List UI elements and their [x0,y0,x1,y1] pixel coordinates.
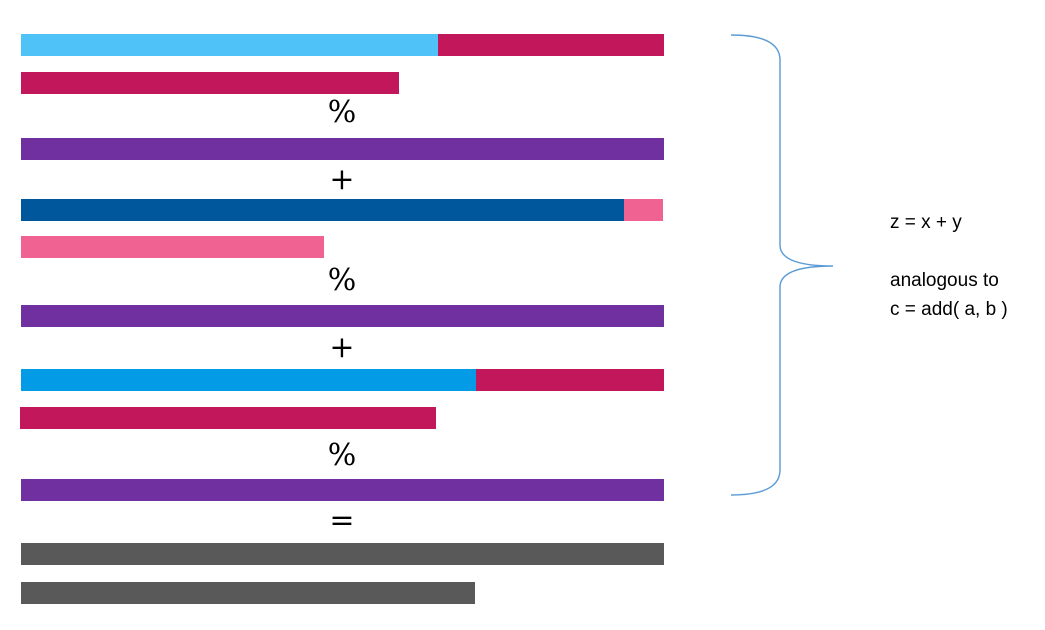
z-result-bar [21,479,664,501]
modulo-operator: % [327,263,357,298]
z-array-bar [21,369,664,391]
z-array-segment-1 [21,369,477,391]
x-array-segment-2 [437,34,664,56]
modulus-segment-1 [21,236,324,258]
equals-operator: = [329,503,355,538]
y-array-segment-2 [624,199,663,221]
modulus-bar [21,236,324,258]
modulus-bar [20,407,436,429]
modulus-segment-1 [20,407,436,429]
curly-brace-icon [730,34,834,496]
analogy-label: analogous to [890,270,999,291]
x-array-bar [21,34,664,56]
y-result-bar [21,305,664,327]
sum-result-bar [21,543,664,565]
modulus-segment-1 [21,72,399,94]
sum-result-bar [21,582,475,604]
y-array-bar [21,199,663,221]
modulus-bar [21,72,399,94]
sum-result-segment-1 [21,582,475,604]
z-result-segment-1 [21,479,664,501]
plus-operator: + [329,162,355,197]
z-array-segment-2 [476,369,664,391]
sum-result-segment-1 [21,543,664,565]
x-array-segment-1 [21,34,438,56]
modulo-operator: % [327,438,357,473]
plus-operator: + [329,330,355,365]
equation-text: z = x + y [890,212,962,233]
function-call-text: c = add( a, b ) [890,299,1008,320]
y-array-segment-1 [21,199,625,221]
x-result-segment-1 [21,138,664,160]
x-result-bar [21,138,664,160]
modulo-operator: % [327,95,357,130]
y-result-segment-1 [21,305,664,327]
